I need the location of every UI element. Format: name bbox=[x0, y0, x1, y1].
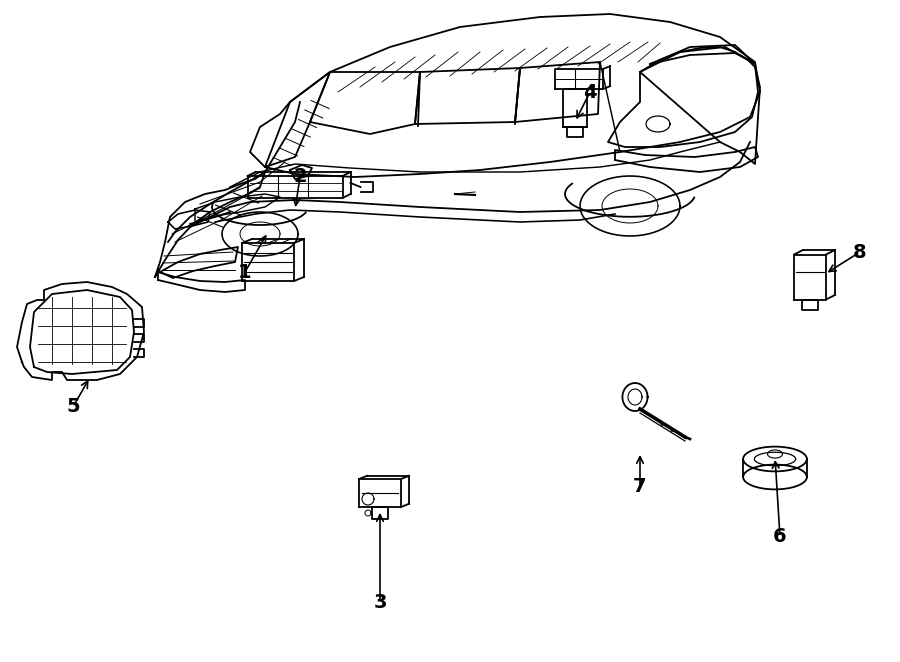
Text: 8: 8 bbox=[853, 242, 867, 261]
Text: 4: 4 bbox=[583, 83, 597, 101]
Text: 5: 5 bbox=[67, 397, 80, 416]
Text: 6: 6 bbox=[773, 528, 787, 547]
Text: 7: 7 bbox=[634, 477, 647, 496]
Text: 2: 2 bbox=[293, 167, 307, 187]
Text: 1: 1 bbox=[238, 263, 252, 281]
Text: 3: 3 bbox=[374, 592, 387, 612]
